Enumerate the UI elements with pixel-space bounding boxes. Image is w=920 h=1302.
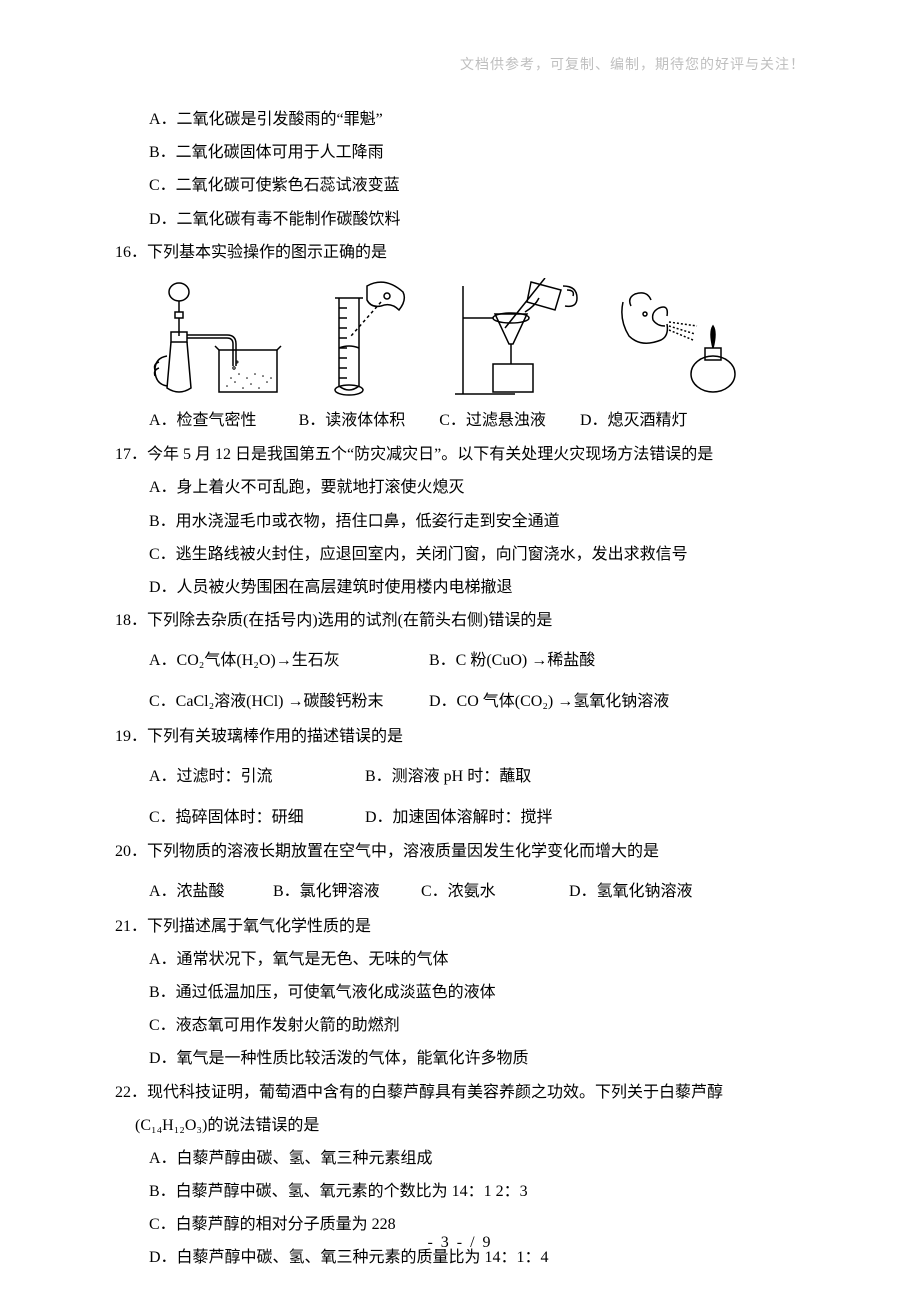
q21-c: C．液态氧可用作发射火箭的助燃剂 [115,1018,805,1034]
q16-cap-d: D．熄灭酒精灯 [580,406,688,430]
q18-d: D．CO 气体(CO₂) →氢氧化钠溶液 [429,687,669,711]
q20-row: A．浓盐酸 B．氯化钾溶液 C．浓氨水 D．氢氧化钠溶液 [115,877,805,901]
q18-a: A．CO₂气体(H₂O)→生石灰 [149,646,429,670]
q17-a: A．身上着火不可乱跑，要就地打滚使火熄灭 [115,480,805,496]
q20-b: B．氯化钾溶液 [273,877,421,901]
q16-fig-a [149,278,289,398]
q19-c: C．捣碎固体时：研细 [149,803,365,827]
q22-a: A．白藜芦醇由碳、氢、氧三种元素组成 [115,1151,805,1167]
q19-a: A．过滤时：引流 [149,762,365,786]
q16-cap-a: A．检查气密性 [149,406,257,430]
q22-stem1: 22．现代科技证明，葡萄酒中含有的白藜芦醇具有美容养颜之功效。下列关于白藜芦醇 [115,1085,805,1101]
q18-c: C．CaCl₂溶液(HCl) →碳酸钙粉末 [149,687,429,711]
q18-b: B．C 粉(CuO) →稀盐酸 [429,646,595,670]
q16-cap-b: B．读液体体积 [299,406,406,430]
q20-a: A．浓盐酸 [149,877,273,901]
q19-row1: A．过滤时：引流 B．测溶液 pH 时：蘸取 [115,762,805,786]
q19-row2: C．捣碎固体时：研细 D．加速固体溶解时：搅拌 [115,803,805,827]
header-note: 文档供参考，可复制、编制，期待您的好评与关注！ [115,54,805,74]
q16-stem: 16．下列基本实验操作的图示正确的是 [115,245,805,261]
q22-d: D．白藜芦醇中碳、氢、氧三种元素的质量比为 14：1：4 [115,1250,805,1266]
q19-b: B．测溶液 pH 时：蘸取 [365,762,531,786]
q16-figures [115,278,805,398]
q16-captions: A．检查气密性 B．读液体体积 C．过滤悬浊液 D．熄灭酒精灯 [115,406,805,430]
q21-a: A．通常状况下，氧气是无色、无味的气体 [115,952,805,968]
q20-d: D．氢氧化钠溶液 [569,877,693,901]
q16-fig-d [617,278,757,398]
q15-opt-c: C．二氧化碳可使紫色石蕊试液变蓝 [115,178,805,194]
q16-fig-b [321,278,413,398]
q22-stem2: (C₁₄H₁₂O₃)的说法错误的是 [115,1118,805,1134]
q21-stem: 21．下列描述属于氧气化学性质的是 [115,919,805,935]
page-footer: - 3 - / 9 [0,1234,920,1252]
q22-b: B．白藜芦醇中碳、氢、氧元素的个数比为 14：1 2：3 [115,1184,805,1200]
q19-d: D．加速固体溶解时：搅拌 [365,803,553,827]
q21-b: B．通过低温加压，可使氧气液化成淡蓝色的液体 [115,985,805,1001]
q17-b: B．用水浇湿毛巾或衣物，捂住口鼻，低姿行走到安全通道 [115,514,805,530]
q22-c: C．白藜芦醇的相对分子质量为 228 [115,1217,805,1233]
q18-row2: C．CaCl₂溶液(HCl) →碳酸钙粉末 D．CO 气体(CO₂) →氢氧化钠… [115,687,805,711]
q16-fig-c [445,278,585,398]
q15-opt-a: A．二氧化碳是引发酸雨的“罪魁” [115,112,805,128]
q20-stem: 20．下列物质的溶液长期放置在空气中，溶液质量因发生化学变化而增大的是 [115,844,805,860]
q17-c: C．逃生路线被火封住，应退回室内，关闭门窗，向门窗浇水，发出求救信号 [115,547,805,563]
q16-cap-c: C．过滤悬浊液 [439,406,546,430]
q17-stem: 17．今年 5 月 12 日是我国第五个“防灾减灾日”。以下有关处理火灾现场方法… [115,447,805,463]
q18-row1: A．CO₂气体(H₂O)→生石灰 B．C 粉(CuO) →稀盐酸 [115,646,805,670]
page: 文档供参考，可复制、编制，期待您的好评与关注！ A．二氧化碳是引发酸雨的“罪魁”… [0,0,920,1302]
q15-opt-d: D．二氧化碳有毒不能制作碳酸饮料 [115,212,805,228]
q21-d: D．氧气是一种性质比较活泼的气体，能氧化许多物质 [115,1051,805,1067]
q17-d: D．人员被火势围困在高层建筑时使用楼内电梯撤退 [115,580,805,596]
q15-opt-b: B．二氧化碳固体可用于人工降雨 [115,145,805,161]
q18-stem: 18．下列除去杂质(在括号内)选用的试剂(在箭头右侧)错误的是 [115,613,805,629]
q20-c: C．浓氨水 [421,877,569,901]
q19-stem: 19．下列有关玻璃棒作用的描述错误的是 [115,729,805,745]
